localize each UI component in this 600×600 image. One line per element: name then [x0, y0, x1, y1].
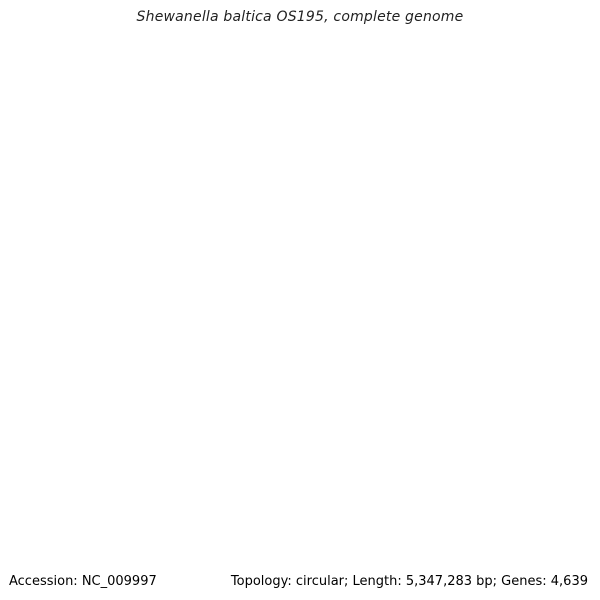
accession-text: Accession: NC_009997 [9, 574, 157, 589]
genome-summary-text: Topology: circular; Length: 5,347,283 bp… [230, 574, 588, 589]
map-title: Shewanella baltica OS195, complete genom… [136, 9, 464, 25]
